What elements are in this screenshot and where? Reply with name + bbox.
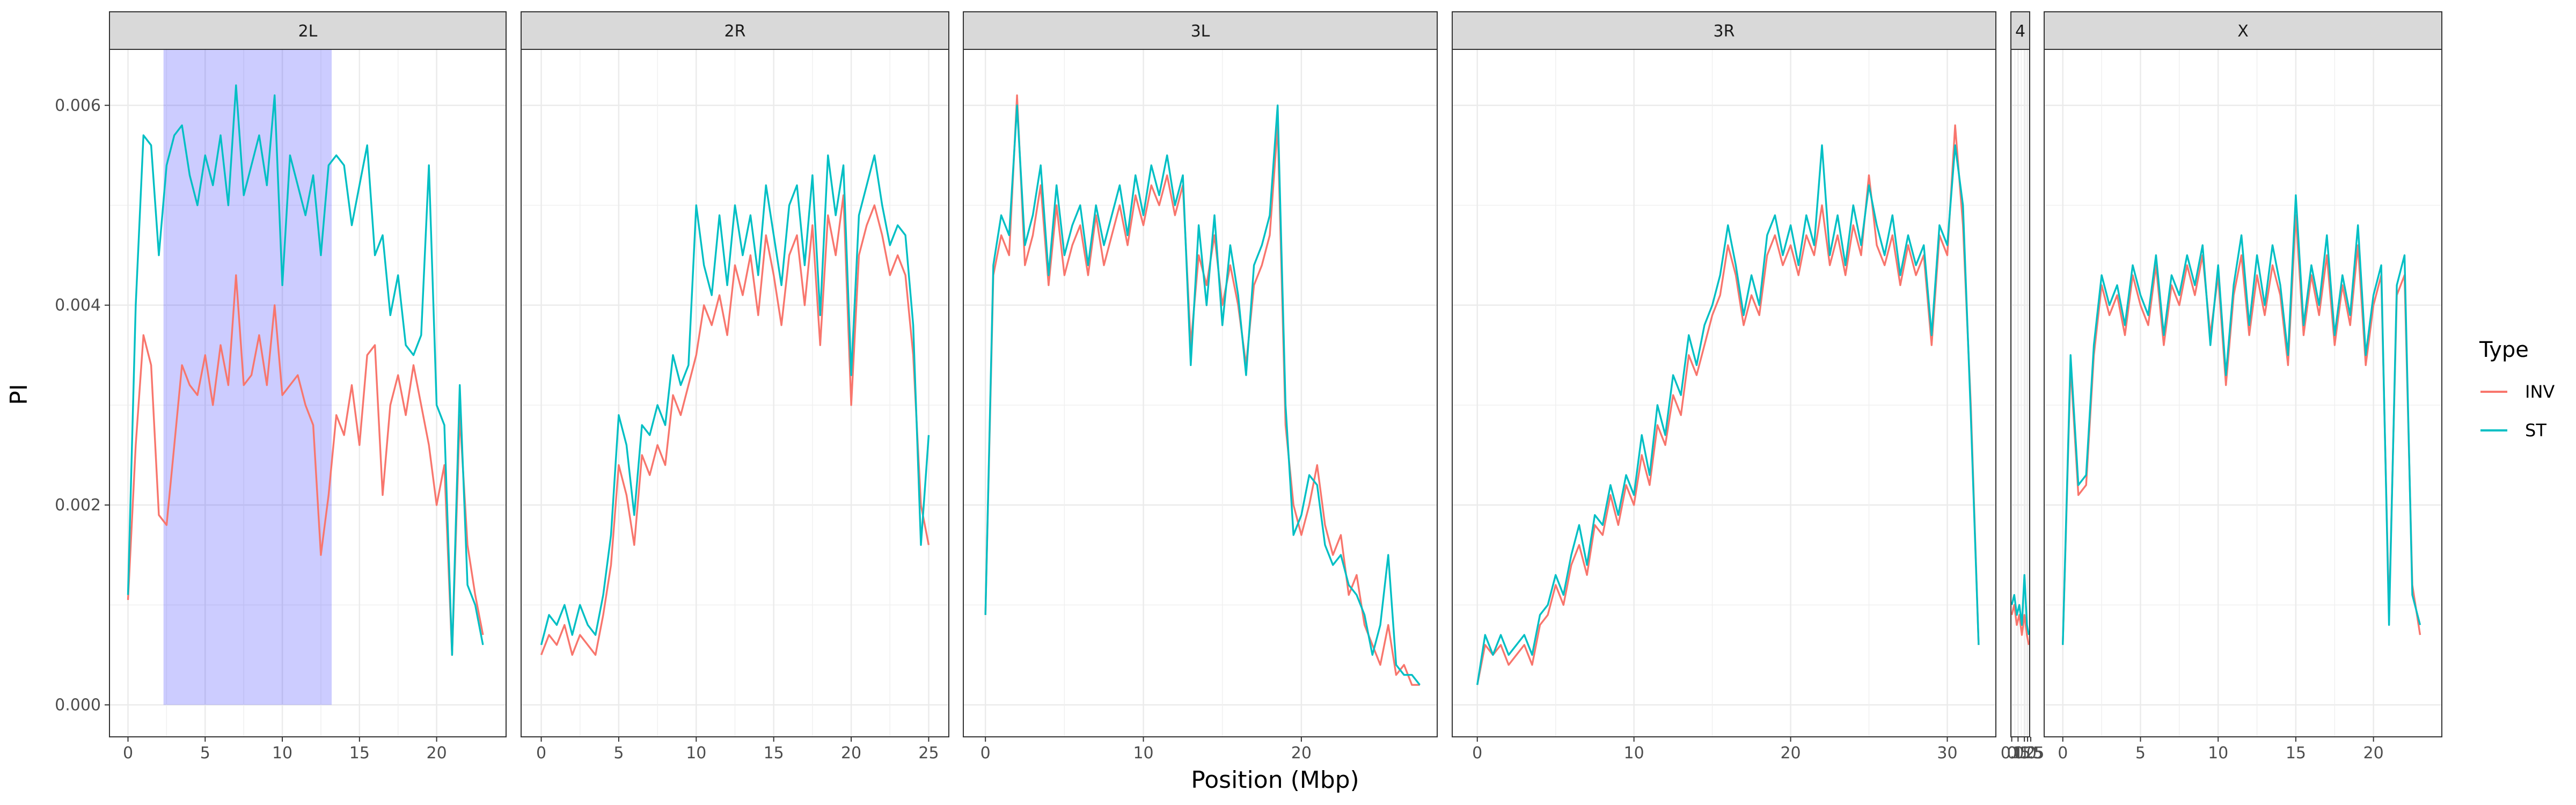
x-tick-label: 0 — [980, 744, 991, 763]
x-tick-label: 20 — [1291, 744, 1312, 763]
panel-border — [109, 49, 507, 737]
x-tick-label: 20 — [427, 744, 447, 763]
panel-background — [1452, 49, 1996, 737]
x-tick-label: 10 — [1624, 744, 1644, 763]
series-line-st — [2011, 574, 2030, 635]
series-line-st — [540, 154, 930, 646]
x-axis-title: Position (Mbp) — [1191, 766, 1359, 794]
panel-4: 4 0.00.51.01.251.5 — [2001, 11, 2044, 763]
series-line-inv — [2011, 604, 2030, 646]
panel-x: X 0 5 10 15 20 — [2044, 11, 2442, 763]
x-tick-label: 0 — [1472, 744, 1482, 763]
facet-strip-label: 4 — [2015, 22, 2025, 41]
legend-title: Type — [2479, 338, 2529, 362]
panel-background — [109, 49, 506, 737]
x-tick-label: 20 — [841, 744, 861, 763]
y-tick-label: 0.006 — [55, 96, 101, 115]
facet-strip — [109, 11, 507, 50]
x-tick-label: 25 — [918, 744, 939, 763]
x-tick-label: 5 — [613, 744, 624, 763]
panel-3r: 3R 0 10 20 30 — [1452, 11, 1996, 763]
x-tick-label: 0.5 — [2007, 744, 2030, 763]
x-tick-label: 0 — [536, 744, 546, 763]
facet-strip-label: 3L — [1191, 22, 1210, 41]
x-tick-label: 20 — [2363, 744, 2384, 763]
facet-strip — [521, 11, 949, 50]
y-tick-label: 0.004 — [55, 296, 101, 315]
legend-label-inv: INV — [2525, 382, 2555, 402]
x-tick-label: 5 — [200, 744, 210, 763]
x-tick-label: 15 — [764, 744, 784, 763]
panel-background — [2044, 49, 2442, 737]
panel-border — [1452, 49, 1996, 737]
facet-strip-label: 3R — [1714, 22, 1735, 41]
x-tick-label: 5 — [2135, 744, 2146, 763]
panel-border — [2010, 49, 2030, 737]
x-tick-label: 30 — [1937, 744, 1957, 763]
series-line-st — [127, 84, 484, 656]
panel-border — [521, 49, 949, 737]
series-line-inv — [540, 194, 930, 656]
x-tick-label: 20 — [1780, 744, 1801, 763]
x-tick-label: 1.0 — [2013, 744, 2036, 763]
panel-plot-area — [2044, 49, 2442, 737]
facet-strip — [2010, 11, 2030, 50]
panel-3l: 3L 0 10 20 — [963, 11, 1438, 763]
panel-2r: 2R 0 5 10 15 20 25 — [521, 11, 949, 763]
highlight-region — [163, 49, 332, 705]
facet-strip — [2044, 11, 2442, 50]
x-tick-label: 1.25 — [2012, 744, 2044, 763]
series-line-st — [984, 104, 1421, 686]
facet-strip — [963, 11, 1438, 50]
x-tick-label: 1.5 — [2019, 744, 2042, 763]
series-line-inv — [127, 274, 484, 656]
x-tick-label: 10 — [2208, 744, 2228, 763]
facet-strip-label: 2L — [298, 22, 318, 41]
series-line-inv — [1476, 124, 1980, 685]
x-tick-label: 10 — [272, 744, 292, 763]
x-tick-label: 15 — [2286, 744, 2306, 763]
panel-plot-area — [2011, 49, 2030, 737]
x-tick-label: 0 — [123, 744, 133, 763]
series-line-inv — [2062, 214, 2421, 645]
legend-label-st: ST — [2525, 420, 2546, 441]
legend: Type INV ST — [2479, 338, 2555, 441]
y-tick-label: 0.002 — [55, 496, 101, 515]
x-tick-label: 10 — [1133, 744, 1153, 763]
panel-2l: 2L 0 5 10 15 20 — [109, 11, 507, 763]
series-line-st — [2062, 194, 2421, 645]
panel-border — [963, 49, 1438, 737]
y-axis: 0.000 0.002 0.004 0.006 — [55, 96, 109, 714]
facet-strip-label: X — [2237, 22, 2249, 41]
panel-plot-area — [1452, 49, 1996, 737]
facet-strip — [1452, 11, 1996, 50]
x-tick-label: 0 — [2058, 744, 2068, 763]
panel-plot-area — [963, 49, 1437, 737]
x-tick-label: 0.0 — [2001, 744, 2024, 763]
panel-plot-area — [109, 49, 506, 737]
panel-plot-area — [521, 49, 949, 737]
facet-strip-label: 2R — [724, 22, 746, 41]
x-tick-label: 15 — [349, 744, 370, 763]
y-tick-label: 0.000 — [55, 696, 101, 714]
x-tick-label: 10 — [686, 744, 706, 763]
panel-background — [963, 49, 1437, 737]
y-axis-title: PI — [5, 384, 33, 405]
series-line-st — [1476, 144, 1980, 685]
panel-border — [2044, 49, 2442, 737]
